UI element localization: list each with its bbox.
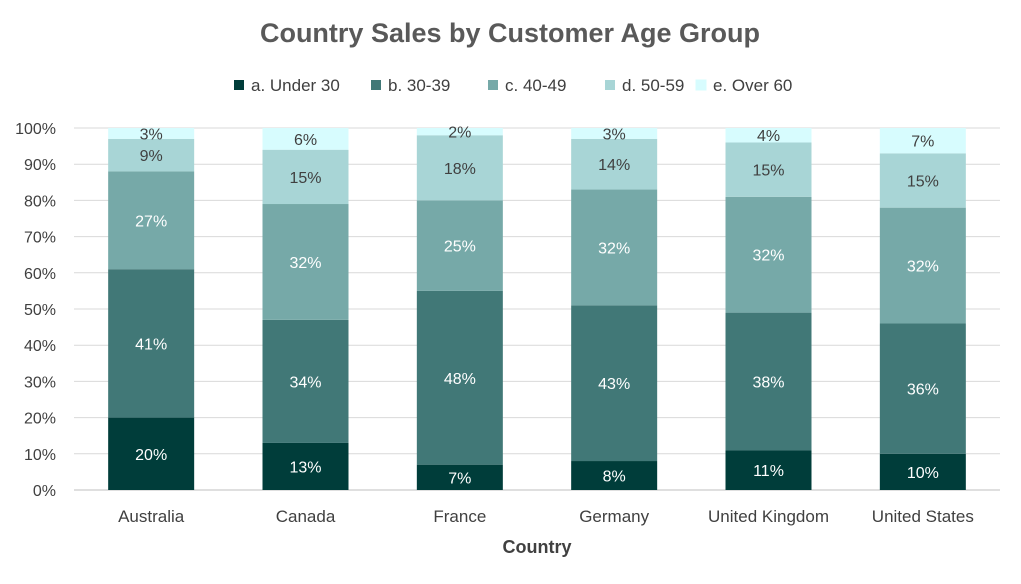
bar-segment xyxy=(108,138,195,172)
bars: 20% 41% 27% 9% 3% 13% 34% 32% 15% 6% 7% 48% 25% 18% 2%… xyxy=(108,125,966,490)
y-tick-label: 30% xyxy=(24,374,56,391)
bar-segment xyxy=(725,196,812,313)
legend-label: c. 40-49 xyxy=(505,76,566,95)
data-label: 15% xyxy=(289,170,321,187)
legend-swatch xyxy=(605,80,615,90)
bar-segment xyxy=(262,204,349,320)
data-label: 7% xyxy=(448,470,471,487)
x-tick-label: Australia xyxy=(118,507,185,526)
x-tick-label: United States xyxy=(872,507,974,526)
data-label: 34% xyxy=(289,374,321,391)
bar-segment xyxy=(108,269,195,418)
data-label: 10% xyxy=(907,465,939,482)
bar-segment xyxy=(571,138,658,190)
y-tick-label: 80% xyxy=(24,193,56,210)
data-label: 43% xyxy=(598,376,630,393)
data-label: 32% xyxy=(598,240,630,257)
legend-label: b. 30-39 xyxy=(388,76,450,95)
data-label: 6% xyxy=(294,132,317,149)
bar-segment xyxy=(262,128,349,150)
x-tick-label: Canada xyxy=(276,507,336,526)
y-tick-label: 70% xyxy=(24,230,56,247)
x-tick-label: United Kingdom xyxy=(708,507,829,526)
data-label: 11% xyxy=(753,463,784,480)
x-axis: Australia Canada France Germany United Kingd… xyxy=(118,507,974,526)
data-label: 9% xyxy=(140,148,163,165)
data-label: 14% xyxy=(598,157,630,174)
data-label: 13% xyxy=(289,459,321,476)
legend: a. Under 30 b. 30-39 c. 40-49 d. 50-59 e. Ov… xyxy=(234,76,792,95)
legend-label: d. 50-59 xyxy=(622,76,684,95)
data-label: 3% xyxy=(140,126,163,143)
bar-segment xyxy=(416,135,503,201)
x-tick-label: France xyxy=(433,507,486,526)
data-label: 38% xyxy=(752,374,784,391)
bar-segment xyxy=(879,128,966,154)
bar-segment xyxy=(571,305,658,462)
x-axis-label: Country xyxy=(503,537,572,557)
legend-label: e. Over 60 xyxy=(713,76,792,95)
y-tick-label: 40% xyxy=(24,338,56,355)
y-tick-label: 50% xyxy=(24,302,56,319)
y-tick-label: 10% xyxy=(24,447,56,464)
data-label: 3% xyxy=(603,126,626,143)
bar-segment xyxy=(879,453,966,490)
data-label: 32% xyxy=(752,248,784,265)
x-tick-label: Germany xyxy=(579,507,649,526)
legend-swatch xyxy=(488,80,498,90)
data-label: 15% xyxy=(907,173,939,190)
bar-segment xyxy=(725,312,812,451)
y-tick-label: 0% xyxy=(33,483,56,500)
bar-segment xyxy=(571,461,658,490)
y-tick-label: 60% xyxy=(24,266,56,283)
data-label: 18% xyxy=(444,161,476,178)
bar-segment xyxy=(725,128,812,143)
chart-title: Country Sales by Customer Age Group xyxy=(260,18,760,48)
bar-segment xyxy=(108,128,195,139)
data-label: 32% xyxy=(907,259,939,276)
bar-segment xyxy=(879,153,966,208)
data-label: 36% xyxy=(907,382,939,399)
bar-segment xyxy=(108,417,195,490)
bar-segment xyxy=(416,128,503,136)
data-label: 7% xyxy=(911,134,934,151)
bar-segment xyxy=(262,442,349,490)
legend-swatch xyxy=(371,80,381,90)
y-tick-label: 100% xyxy=(15,121,56,138)
bar-segment xyxy=(416,290,503,465)
data-label: 27% xyxy=(135,213,167,230)
y-tick-label: 20% xyxy=(24,411,56,428)
bar-segment xyxy=(725,142,812,197)
data-label: 15% xyxy=(752,163,784,180)
bar-segment xyxy=(416,200,503,291)
y-tick-label: 90% xyxy=(24,157,56,174)
data-label: 25% xyxy=(444,239,476,256)
bar-segment xyxy=(879,207,966,324)
bar-segment xyxy=(108,171,195,270)
data-label: 2% xyxy=(448,125,471,142)
data-label: 20% xyxy=(135,447,167,464)
bar-segment xyxy=(879,323,966,454)
data-label: 8% xyxy=(603,469,626,486)
bar-segment xyxy=(571,189,658,306)
bar-segment xyxy=(262,319,349,443)
legend-swatch xyxy=(695,79,707,91)
bar-segment xyxy=(725,450,812,490)
data-label: 4% xyxy=(757,128,780,145)
gridlines xyxy=(74,127,1000,491)
bar-segment xyxy=(571,128,658,139)
data-label: 48% xyxy=(444,371,476,388)
bar-segment xyxy=(416,464,503,490)
legend-swatch xyxy=(234,80,244,90)
data-label: 32% xyxy=(289,255,321,272)
y-axis: 0% 10% 20% 30% 40% 50% 60% 70% 80% 90% 100% xyxy=(15,121,56,500)
data-label: 41% xyxy=(135,336,167,353)
bar-segment xyxy=(262,149,349,205)
legend-label: a. Under 30 xyxy=(251,76,340,95)
